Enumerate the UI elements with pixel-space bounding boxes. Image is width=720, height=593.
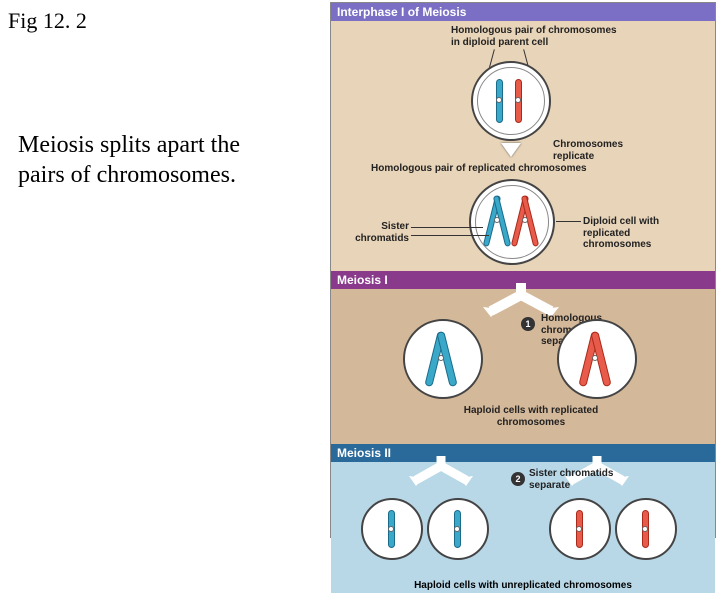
- header-interphase: Interphase I of Meiosis: [331, 3, 715, 21]
- figure-label: Fig 12. 2: [8, 8, 87, 34]
- split-arrow-icon: [391, 456, 491, 488]
- label-homologous-parent: Homologous pair of chromosomes in diploi…: [451, 25, 621, 48]
- caption-line2: pairs of chromosomes.: [18, 160, 240, 190]
- header-meiosis2: Meiosis II: [331, 444, 715, 462]
- meiosis-diagram: Interphase I of Meiosis Homologous pair …: [330, 2, 716, 538]
- parent-cell-nucleus: [477, 67, 545, 135]
- centromere-icon: [496, 97, 502, 103]
- centromere-icon: [438, 355, 444, 361]
- label-homologous-replicated: Homologous pair of replicated chromosome…: [371, 163, 651, 175]
- badge-one: 1: [521, 317, 535, 331]
- badge-two: 2: [511, 472, 525, 486]
- main-caption: Meiosis splits apart the pairs of chromo…: [18, 130, 240, 190]
- label-sister-chromatids: Sister chromatids: [339, 221, 409, 244]
- label-haploid-unreplicated: Haploid cells with unreplicated chromoso…: [331, 580, 715, 591]
- centromere-icon: [592, 355, 598, 361]
- label-diploid-replicated: Diploid cell with replicated chromosomes: [583, 216, 693, 251]
- arrow-down-icon: [501, 143, 521, 157]
- section-meiosis2: 2 Sister chromatids separate Haploid cel…: [331, 462, 715, 593]
- replicated-nucleus: [475, 185, 549, 259]
- centromere-icon: [515, 97, 521, 103]
- pointer-line: [411, 227, 483, 228]
- section-meiosis1: 1 Homologous chromosomes separate Haploi…: [331, 289, 715, 444]
- centromere-icon: [576, 526, 582, 532]
- caption-line1: Meiosis splits apart the: [18, 130, 240, 160]
- pointer-line: [411, 235, 489, 236]
- centromere-icon: [388, 526, 394, 532]
- label-haploid-replicated: Haploid cells with replicated chromosome…: [431, 405, 631, 428]
- label-sister-separate: Sister chromatids separate: [529, 468, 639, 491]
- pointer-line: [556, 221, 581, 222]
- section-interphase: Homologous pair of chromosomes in diploi…: [331, 21, 715, 271]
- label-replicate: Chromosomes replicate: [553, 139, 653, 162]
- centromere-icon: [642, 526, 648, 532]
- centromere-icon: [522, 217, 528, 223]
- centromere-icon: [494, 217, 500, 223]
- centromere-icon: [454, 526, 460, 532]
